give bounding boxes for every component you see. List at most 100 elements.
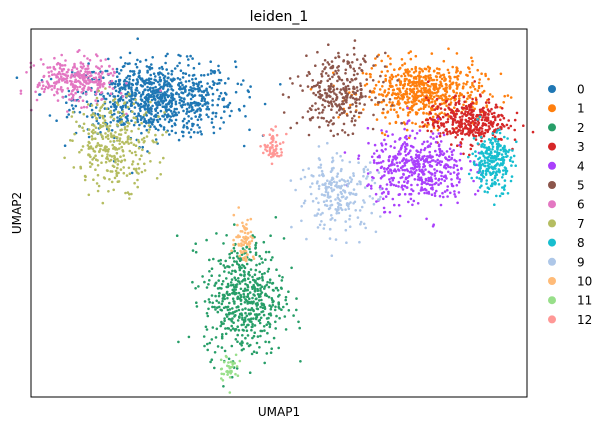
legend-label-10: 10 [577,275,592,289]
cluster-8-point [480,145,484,148]
cluster-9-point [317,208,321,211]
cluster-9-point [309,192,313,196]
cluster-1-point [448,75,452,79]
cluster-2-point [236,340,239,344]
cluster-0-point [108,100,112,104]
cluster-2-point [258,318,262,322]
cluster-4-point [343,151,347,154]
cluster-4-point [458,143,462,147]
cluster-2-point [245,329,249,333]
cluster-7-point [94,126,98,129]
cluster-4-point [405,186,409,189]
cluster-3-point [497,138,501,141]
cluster-4-point [403,180,406,183]
cluster-2-point [218,291,221,295]
cluster-0-point [144,102,148,106]
cluster-8-point [505,169,509,173]
cluster-1-point [480,84,484,88]
cluster-2-point [252,309,255,313]
cluster-3-point [467,116,471,120]
cluster-5-point [331,97,335,101]
cluster-4-point [450,182,454,186]
cluster-0-point [228,101,232,105]
cluster-1-point [387,87,391,91]
cluster-6-point [108,64,111,68]
cluster-2-point [258,262,261,266]
cluster-8-point [503,135,506,139]
cluster-0-point [248,95,251,99]
cluster-0-point [178,101,181,105]
cluster-1-point [414,75,418,79]
cluster-6-point [73,75,77,78]
cluster-4-point [404,147,407,151]
cluster-0-point [180,96,183,100]
cluster-0-point [95,119,99,123]
cluster-10-point [249,235,252,238]
cluster-7-point [92,149,96,153]
cluster-9-point [316,212,320,215]
cluster-6-point [66,81,69,84]
cluster-0-point [249,85,252,88]
cluster-4-point [415,155,419,159]
cluster-11-point [227,361,230,364]
cluster-2-point [207,307,210,311]
cluster-5-point [363,59,366,62]
cluster-8-point [484,164,487,168]
cluster-6-point [68,98,71,101]
cluster-4-point [417,173,421,176]
cluster-9-point [348,191,351,195]
plot-frame [30,28,528,398]
cluster-12-point [270,136,274,140]
cluster-4-point [428,160,432,164]
cluster-0-point [133,94,136,97]
cluster-3-point [426,80,430,83]
cluster-11-point [229,372,232,375]
cluster-7-point [121,110,125,113]
cluster-5-point [354,110,358,113]
cluster-2-point [263,361,267,365]
cluster-0-point [190,117,193,120]
cluster-4-point [409,167,413,170]
cluster-9-point [340,192,344,196]
cluster-8-point [488,162,491,166]
cluster-2-point [259,305,262,309]
cluster-8-points [467,115,518,206]
cluster-7-point [86,144,90,147]
cluster-3-point [477,134,481,137]
cluster-7-point [99,133,103,136]
cluster-3-point [450,143,453,146]
cluster-7-points [63,87,168,205]
cluster-5-point [352,114,356,118]
cluster-6-point [58,77,61,81]
cluster-4-point [366,172,370,175]
cluster-5-point [337,51,340,55]
cluster-0-point [136,80,140,84]
cluster-8-point [506,154,509,158]
cluster-1-point [430,52,434,55]
cluster-6-point [53,86,56,90]
cluster-0-point [158,103,162,107]
cluster-6-point [70,73,74,76]
cluster-9-point [366,168,370,171]
cluster-4-point [382,206,386,210]
cluster-3-point [455,126,459,130]
cluster-7-point [142,136,146,140]
cluster-2-point [228,293,231,296]
cluster-5-point [332,100,336,103]
cluster-0-point [190,93,193,96]
cluster-4-point [455,160,458,163]
cluster-6-point [60,53,63,57]
cluster-9-point [339,186,343,190]
cluster-1-point [409,74,413,77]
cluster-2-point [222,322,225,325]
cluster-7-point [134,98,137,102]
cluster-7-point [123,126,127,129]
cluster-0-point [205,107,208,111]
cluster-0-point [216,82,219,85]
cluster-0-point [151,56,154,59]
cluster-3-point [427,99,430,102]
cluster-4-point [440,150,444,153]
cluster-7-point [137,146,141,150]
cluster-3-point [452,118,456,122]
cluster-4-point [423,188,426,191]
